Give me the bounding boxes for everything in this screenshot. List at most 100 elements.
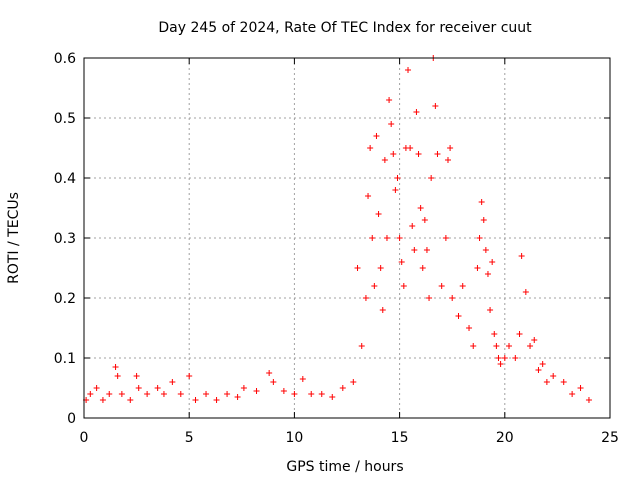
data-point [367, 145, 374, 151]
data-point [497, 361, 504, 367]
data-point [449, 295, 456, 301]
data-point [388, 121, 395, 127]
data-point [421, 217, 428, 223]
data-point [516, 331, 523, 337]
data-point [379, 307, 386, 313]
data-point [213, 397, 220, 403]
data-point [480, 217, 487, 223]
data-point [339, 385, 346, 391]
data-point [535, 367, 542, 373]
data-point [186, 373, 193, 379]
y-tick-label: 0 [67, 411, 76, 427]
data-point [482, 247, 489, 253]
axis-ticks: 0 5 10 15 20 25 0 0.1 0.2 0.3 0.4 0.5 0.6 [54, 51, 619, 446]
data-point [423, 247, 430, 253]
data-point [428, 175, 435, 181]
data-point [476, 235, 483, 241]
data-point [114, 373, 121, 379]
x-axis-label: GPS time / hours [286, 459, 403, 475]
data-point [512, 355, 519, 361]
data-point [417, 205, 424, 211]
data-point [390, 151, 397, 157]
data-point [501, 355, 508, 361]
data-point [93, 385, 100, 391]
data-point [377, 265, 384, 271]
data-point [484, 271, 491, 277]
data-point [396, 235, 403, 241]
data-point [154, 385, 161, 391]
data-point [409, 223, 416, 229]
y-tick-label: 0.6 [54, 51, 76, 67]
data-point [419, 265, 426, 271]
data-point [491, 331, 498, 337]
data-point [478, 199, 485, 205]
data-point [253, 388, 260, 394]
data-point [234, 394, 241, 400]
data-point [266, 370, 273, 376]
y-tick-label: 0.1 [54, 351, 76, 367]
data-point [470, 343, 477, 349]
data-point [87, 391, 94, 397]
data-point [169, 379, 176, 385]
data-point [362, 295, 369, 301]
chart-title: Day 245 of 2024, Rate Of TEC Index for r… [158, 20, 532, 36]
data-point [413, 109, 420, 115]
data-point [383, 235, 390, 241]
y-tick-label: 0.4 [54, 171, 76, 187]
data-point [560, 379, 567, 385]
data-point [371, 283, 378, 289]
data-point [407, 145, 414, 151]
y-axis-label: ROTI / TECUs [6, 192, 22, 284]
data-point [487, 307, 494, 313]
data-point [550, 373, 557, 379]
data-point [144, 391, 151, 397]
data-point [506, 343, 513, 349]
data-point [106, 391, 113, 397]
data-point [133, 373, 140, 379]
data-point [415, 151, 422, 157]
data-point [127, 397, 134, 403]
data-point [291, 391, 298, 397]
x-tick-label: 0 [80, 430, 89, 446]
data-point [386, 97, 393, 103]
data-point [489, 259, 496, 265]
data-point [358, 343, 365, 349]
data-point [381, 157, 388, 163]
data-point [398, 259, 405, 265]
data-point [438, 283, 445, 289]
data-point [432, 103, 439, 109]
data-point [280, 388, 287, 394]
data-point [329, 394, 336, 400]
y-tick-label: 0.5 [54, 111, 76, 127]
data-point [375, 211, 382, 217]
y-tick-label: 0.3 [54, 231, 76, 247]
data-point [426, 295, 433, 301]
data-point [392, 187, 399, 193]
data-point [365, 193, 372, 199]
data-point [177, 391, 184, 397]
data-point [270, 379, 277, 385]
data-point [203, 391, 210, 397]
data-point [543, 379, 550, 385]
data-point [354, 265, 361, 271]
data-point [118, 391, 125, 397]
data-point [466, 325, 473, 331]
data-point [434, 151, 441, 157]
x-tick-label: 25 [601, 430, 619, 446]
plot-frame [83, 57, 611, 419]
data-point [447, 145, 454, 151]
data-point [531, 337, 538, 343]
data-point [240, 385, 247, 391]
data-point [474, 265, 481, 271]
data-points [83, 55, 592, 403]
data-point [411, 247, 418, 253]
data-point [444, 157, 451, 163]
data-point [400, 283, 407, 289]
data-point [493, 343, 500, 349]
data-point [99, 397, 106, 403]
x-tick-label: 20 [496, 430, 514, 446]
data-point [135, 385, 142, 391]
data-point [522, 289, 529, 295]
data-point [224, 391, 231, 397]
